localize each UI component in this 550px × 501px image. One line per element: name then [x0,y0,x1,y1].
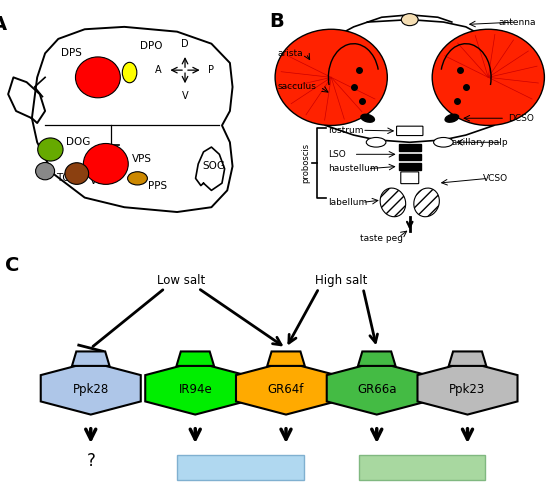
Text: D: D [181,39,189,49]
Polygon shape [145,362,245,415]
Text: labellum: labellum [328,198,367,207]
Text: VOG: VOG [90,176,113,186]
Polygon shape [267,352,305,366]
FancyBboxPatch shape [401,172,419,184]
Text: IR94e: IR94e [178,383,212,396]
Circle shape [432,29,544,125]
Text: ?: ? [86,452,95,470]
Text: GR64f: GR64f [268,383,304,396]
Circle shape [84,143,128,184]
Circle shape [36,162,54,180]
Ellipse shape [445,114,459,122]
Ellipse shape [414,188,439,217]
Text: antenna: antenna [498,18,536,27]
Polygon shape [449,352,486,366]
Text: Low salt: Low salt [157,274,206,287]
Ellipse shape [380,188,406,217]
Text: SOG: SOG [202,161,226,171]
Text: VPS: VPS [132,154,152,164]
FancyBboxPatch shape [397,126,423,136]
Polygon shape [327,362,427,415]
Polygon shape [236,362,336,415]
Polygon shape [177,352,214,366]
Ellipse shape [122,62,137,83]
Text: taste peg: taste peg [360,234,403,243]
FancyBboxPatch shape [359,455,485,480]
Text: PPS: PPS [148,180,167,190]
Text: DOG: DOG [66,137,91,147]
Text: A: A [0,15,7,34]
Text: arista: arista [278,49,304,58]
Ellipse shape [128,172,147,185]
Circle shape [275,29,387,125]
Text: P: P [208,65,214,75]
Text: GR66a: GR66a [357,383,397,396]
Bar [399,144,421,151]
Text: V: V [182,91,188,101]
FancyBboxPatch shape [177,455,304,480]
Text: Ppk23: Ppk23 [449,383,486,396]
Ellipse shape [366,137,386,147]
Ellipse shape [361,114,375,122]
Text: A: A [155,65,162,75]
Ellipse shape [433,137,453,147]
Text: maxillary palp: maxillary palp [443,138,508,147]
Text: sacculus: sacculus [278,83,317,92]
Text: LSO: LSO [328,150,346,159]
Circle shape [65,163,89,184]
Polygon shape [41,362,141,415]
Ellipse shape [402,14,418,26]
Text: B: B [270,13,284,32]
Text: TOG: TOG [56,173,78,183]
Text: High salt: High salt [315,274,367,287]
Text: DCSO: DCSO [508,114,534,123]
Text: attraction: attraction [212,461,270,473]
Text: Ppk28: Ppk28 [73,383,109,396]
Bar [399,154,421,160]
Polygon shape [358,352,395,366]
Text: proboscis: proboscis [301,143,310,183]
Text: DPS: DPS [61,48,82,58]
Text: haustellum: haustellum [328,164,379,173]
Text: VCSO: VCSO [483,174,508,183]
Text: aversion: aversion [397,461,448,473]
Text: DPO: DPO [140,41,163,51]
Circle shape [75,57,120,98]
Polygon shape [417,362,518,415]
Polygon shape [72,352,109,366]
Bar [399,163,421,170]
Text: C: C [6,256,20,275]
Circle shape [38,138,63,161]
Text: rostrum: rostrum [328,126,364,135]
